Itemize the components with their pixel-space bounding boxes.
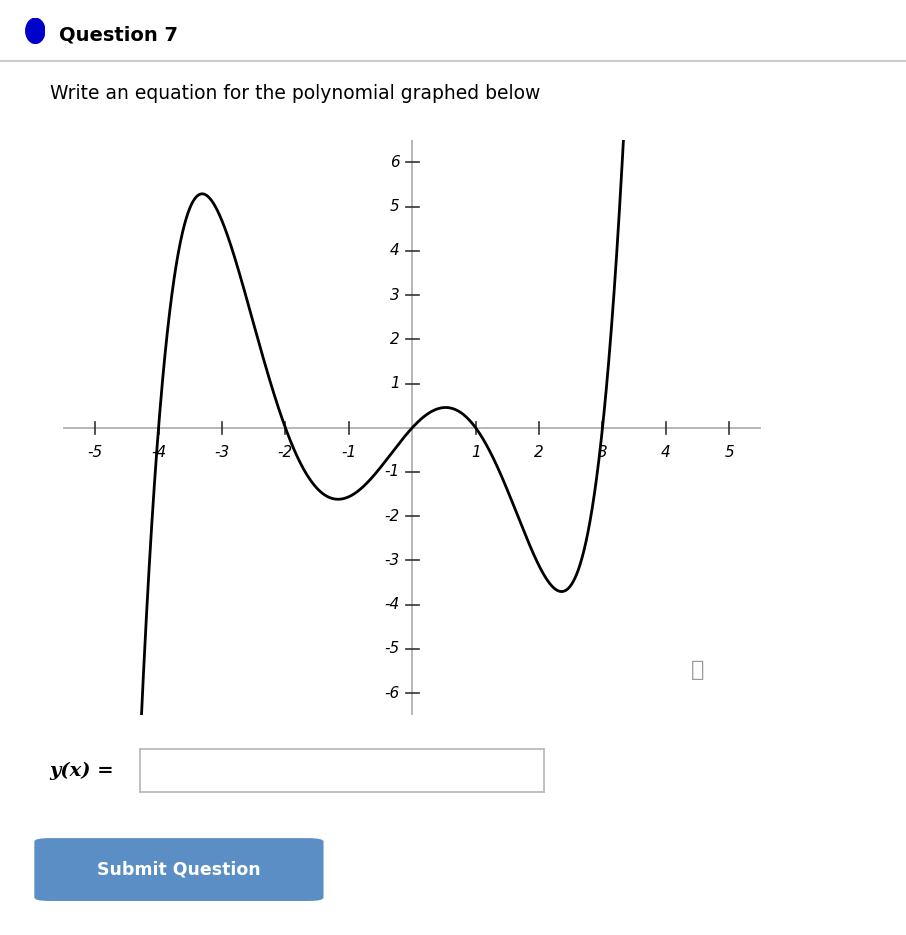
Text: Question 7: Question 7 <box>59 25 178 44</box>
Text: 5: 5 <box>725 444 734 460</box>
Text: 1: 1 <box>390 376 400 391</box>
Text: -6: -6 <box>384 685 400 700</box>
Text: y(x) =: y(x) = <box>50 762 114 781</box>
Text: -3: -3 <box>215 444 229 460</box>
Text: 5: 5 <box>390 199 400 214</box>
Text: 6: 6 <box>390 155 400 170</box>
Text: 3: 3 <box>598 444 607 460</box>
Text: 4: 4 <box>661 444 670 460</box>
Text: -2: -2 <box>278 444 293 460</box>
Text: -5: -5 <box>384 641 400 656</box>
Text: Write an equation for the polynomial graphed below: Write an equation for the polynomial gra… <box>50 84 540 103</box>
Text: Submit Question: Submit Question <box>97 860 261 879</box>
Text: -4: -4 <box>384 597 400 612</box>
Text: -2: -2 <box>384 509 400 524</box>
Text: ⌕: ⌕ <box>691 660 704 681</box>
Text: 2: 2 <box>390 332 400 347</box>
Text: 3: 3 <box>390 288 400 303</box>
Text: 4: 4 <box>390 243 400 258</box>
FancyBboxPatch shape <box>34 838 323 901</box>
Circle shape <box>25 19 45 43</box>
Text: -1: -1 <box>342 444 356 460</box>
Text: -5: -5 <box>88 444 102 460</box>
Text: -1: -1 <box>384 465 400 480</box>
Text: -4: -4 <box>151 444 166 460</box>
Text: 2: 2 <box>535 444 544 460</box>
Text: 1: 1 <box>471 444 480 460</box>
Text: -3: -3 <box>384 553 400 568</box>
